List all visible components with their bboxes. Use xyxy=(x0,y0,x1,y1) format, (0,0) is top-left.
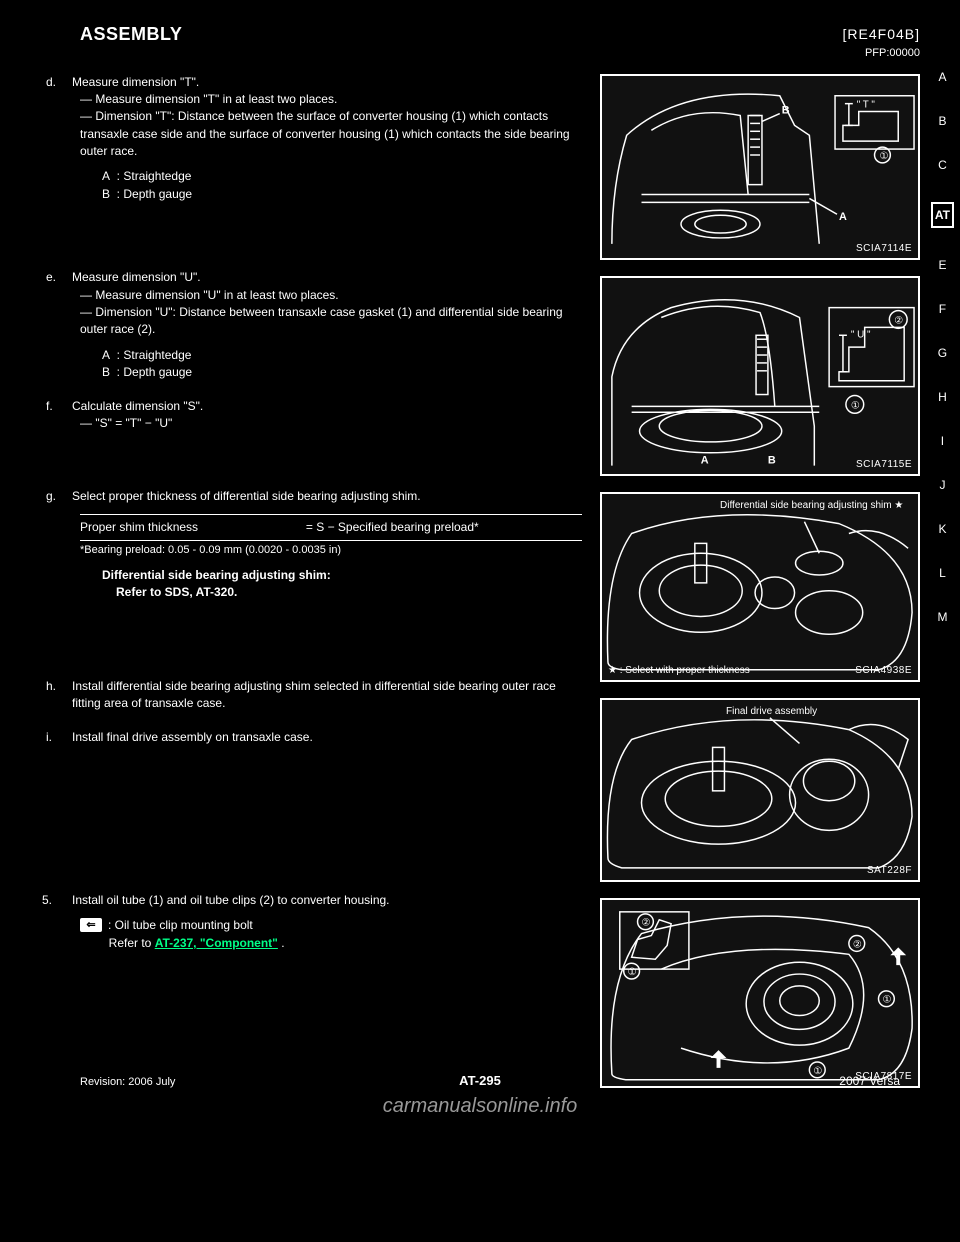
step-i-letter: i. xyxy=(46,729,72,746)
model-footer: 2007 Versa xyxy=(839,1074,900,1088)
shim-table-right: = S − Specified bearing preload* xyxy=(306,519,582,536)
figure-2-code: SCIA7115E xyxy=(856,459,912,470)
figure-3: Differential side bearing adjusting shim… xyxy=(600,492,920,682)
component-link[interactable]: AT-237, "Component" xyxy=(155,936,278,950)
figure-3-code: SCIA4938E xyxy=(855,665,912,676)
page-header: ASSEMBLY [RE4F04B] PFP:00000 xyxy=(80,24,920,62)
shim-table-note: *Bearing preload: 0.05 - 0.09 mm (0.0020… xyxy=(80,543,582,559)
right-column: B A " T " ① SCIA7114E xyxy=(600,74,920,1088)
fig5-main-1b: ① xyxy=(813,1065,822,1076)
step-e-text: Measure dimension "U". xyxy=(72,269,582,286)
step-e-block: e. Measure dimension "U". Measure dimens… xyxy=(80,269,582,381)
figure-3-botcap: ★ : Select with proper thickness xyxy=(608,665,750,676)
step-d-tool-b: B : Depth gauge xyxy=(102,186,582,203)
shim-line: Differential side bearing adjusting shim… xyxy=(102,567,582,584)
side-tab[interactable]: J xyxy=(931,478,954,492)
step-e-note1: Measure dimension "U" in at least two pl… xyxy=(80,287,582,304)
step-h-block: h. Install differential side bearing adj… xyxy=(80,678,582,713)
step-g-letter: g. xyxy=(46,488,72,505)
step-5-block: 5. Install oil tube (1) and oil tube cli… xyxy=(80,892,582,952)
figure-1: B A " T " ① SCIA7114E xyxy=(600,74,920,260)
page-code-footer: AT-295 xyxy=(459,1073,501,1088)
fig1-label-T: " T " xyxy=(857,99,876,110)
page-root: ASSEMBLY [RE4F04B] PFP:00000 A B C AT E … xyxy=(0,0,960,1128)
side-tab[interactable]: G xyxy=(931,346,954,360)
figure-5: ② ① ② ① ① SCIA7817E xyxy=(600,898,920,1088)
step-e-note2: Dimension "U": Distance between transaxl… xyxy=(80,304,582,339)
figure-1-svg: B A " T " ① xyxy=(602,76,918,260)
step-d-text: Measure dimension "T". xyxy=(72,74,582,91)
figure-3-topcap: Differential side bearing adjusting shim… xyxy=(720,500,903,511)
step-d-block: d. Measure dimension "T". Measure dimens… xyxy=(80,74,582,204)
side-tab[interactable]: B xyxy=(931,114,954,128)
step-h-letter: h. xyxy=(46,678,72,695)
step-f-block: f. Calculate dimension "S". "S" = "T" − … xyxy=(80,398,582,433)
side-tab[interactable]: H xyxy=(931,390,954,404)
step-g-text: Select proper thickness of differential … xyxy=(72,488,582,505)
fig5-main-1a: ① xyxy=(882,994,891,1005)
step-5-note: ⇐: Oil tube clip mounting bolt xyxy=(80,917,582,934)
fig5-inset-1: ① xyxy=(628,967,637,978)
figure-4-topcap: Final drive assembly xyxy=(726,706,817,717)
step-d-tool-a: A : Straightedge xyxy=(102,168,582,185)
step-f-text: Calculate dimension "S". xyxy=(72,398,582,415)
fig2-label-1: ① xyxy=(851,400,860,411)
figure-4: Final drive assembly SAT228F xyxy=(600,698,920,882)
step-5-text: Install oil tube (1) and oil tube clips … xyxy=(72,892,582,909)
step-d-note1: Measure dimension "T" in at least two pl… xyxy=(80,91,582,108)
side-tabs: A B C AT E F G H I J K L M xyxy=(931,70,954,624)
left-column: d. Measure dimension "T". Measure dimens… xyxy=(80,74,582,1088)
side-tab[interactable]: I xyxy=(931,434,954,448)
figure-2: ② " U " ① A B SCIA7115E xyxy=(600,276,920,476)
shim-table-left: Proper shim thickness xyxy=(80,519,306,536)
fig2-label-U: " U " xyxy=(851,329,871,340)
step-i-text: Install final drive assembly on transaxl… xyxy=(72,729,582,746)
fig1-label-A: A xyxy=(839,211,847,223)
step-e-tool-a: A : Straightedge xyxy=(102,347,582,364)
section-title: ASSEMBLY xyxy=(80,24,182,45)
fig5-inset-2: ② xyxy=(642,917,651,928)
figure-4-code: SAT228F xyxy=(867,865,912,876)
shim-table: Proper shim thickness = S − Specified be… xyxy=(80,514,582,541)
figure-1-code: SCIA7114E xyxy=(856,243,912,254)
pfp-bracket: [RE4F04B] xyxy=(843,24,920,45)
side-tab[interactable]: F xyxy=(931,302,954,316)
step-e-tool-b: B : Depth gauge xyxy=(102,364,582,381)
figure-3-svg xyxy=(602,494,918,682)
step-f-letter: f. xyxy=(46,398,72,415)
arrow-icon: ⇐ xyxy=(80,918,102,932)
step-5-num: 5. xyxy=(42,892,72,909)
side-tab[interactable]: M xyxy=(931,610,954,624)
body-row: d. Measure dimension "T". Measure dimens… xyxy=(80,74,920,1088)
shim-ref: Refer to SDS, AT-320. xyxy=(116,584,582,601)
step-g-block: g. Select proper thickness of differenti… xyxy=(80,488,582,602)
side-tab[interactable]: K xyxy=(931,522,954,536)
fig1-label-1: ① xyxy=(879,150,888,161)
fig5-main-2: ② xyxy=(853,939,862,950)
step-5-ref: Refer to AT-237, "Component" . xyxy=(102,935,582,952)
fig2-label-A: A xyxy=(701,454,709,466)
side-tab[interactable]: C xyxy=(931,158,954,172)
fig2-label-2: ② xyxy=(894,315,903,326)
step-d-note2: Dimension "T": Distance between the surf… xyxy=(80,108,582,160)
step-h-text: Install differential side bearing adjust… xyxy=(72,678,582,713)
side-tab[interactable]: E xyxy=(931,258,954,272)
figure-5-svg: ② ① ② ① ① xyxy=(602,900,918,1088)
side-tab-active[interactable]: AT xyxy=(931,202,954,228)
step-i-block: i. Install final drive assembly on trans… xyxy=(80,729,582,746)
revision-info: Revision: 2006 July xyxy=(80,1076,175,1088)
step-e-letter: e. xyxy=(46,269,72,286)
pfp-sub: PFP:00000 xyxy=(843,45,920,62)
header-right: [RE4F04B] PFP:00000 xyxy=(843,24,920,62)
figure-2-svg: ② " U " ① A B xyxy=(602,278,918,476)
figure-4-svg xyxy=(602,700,918,882)
side-tab[interactable]: L xyxy=(931,566,954,580)
fig2-label-B: B xyxy=(768,454,776,466)
fig1-label-B: B xyxy=(782,104,790,116)
watermark: carmanualsonline.info xyxy=(0,1095,960,1118)
step-d-letter: d. xyxy=(46,74,72,91)
step-f-formula: "S" = "T" − "U" xyxy=(80,415,582,432)
side-tab[interactable]: A xyxy=(931,70,954,84)
